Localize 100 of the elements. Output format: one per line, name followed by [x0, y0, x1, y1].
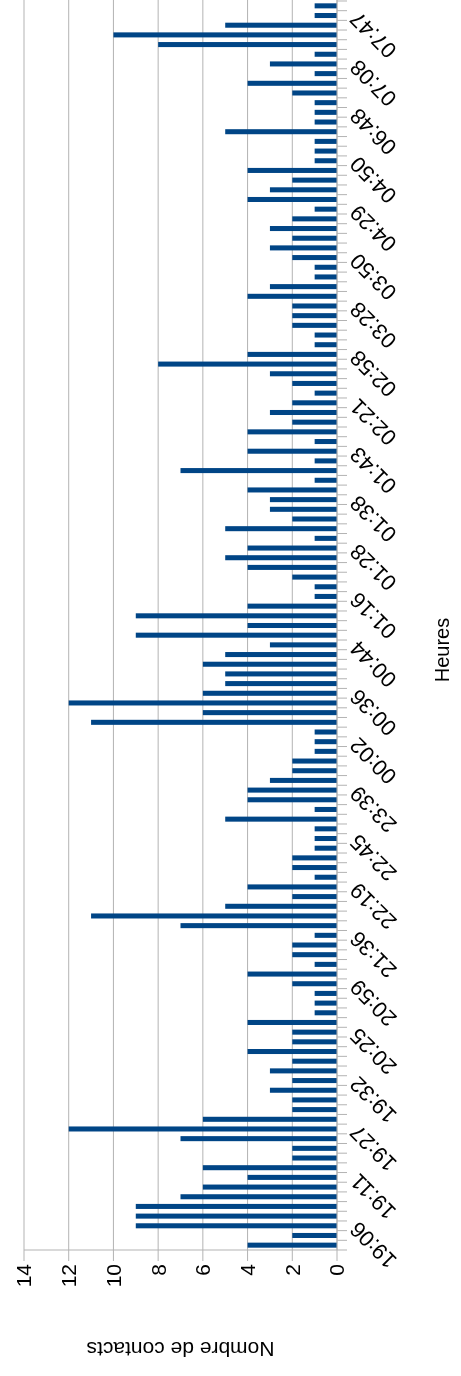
bar	[292, 303, 337, 309]
bar	[269, 642, 337, 648]
bar	[247, 884, 337, 890]
bar	[314, 845, 337, 851]
bar	[314, 274, 337, 280]
bar	[292, 235, 337, 241]
bar	[292, 865, 337, 871]
x-tick-label: 10	[101, 1264, 125, 1288]
bar	[314, 138, 337, 144]
bar	[314, 332, 337, 338]
bar	[314, 439, 337, 445]
bar	[247, 545, 337, 551]
bar	[269, 1087, 337, 1093]
bar	[225, 652, 337, 658]
bar	[225, 671, 337, 677]
bar	[292, 313, 337, 319]
bar	[292, 1078, 337, 1084]
x-tick-label: 12	[57, 1264, 81, 1288]
bar	[292, 1097, 337, 1103]
x-tick-label: 14	[12, 1263, 36, 1288]
bar	[247, 1174, 337, 1180]
bar	[314, 477, 337, 483]
bar	[247, 448, 337, 454]
bar	[247, 1049, 337, 1055]
bar	[269, 284, 337, 290]
bar	[135, 1203, 337, 1209]
bar	[158, 42, 337, 48]
bar	[314, 593, 337, 599]
bar	[269, 1068, 337, 1074]
bar	[202, 661, 337, 667]
bar	[292, 758, 337, 764]
y-axis-title: Heures	[431, 617, 453, 683]
bar	[247, 564, 337, 570]
bar	[247, 797, 337, 803]
bar	[269, 506, 337, 512]
bar	[113, 32, 337, 38]
bar	[135, 1213, 337, 1219]
bar	[314, 806, 337, 812]
x-tick-label: 0	[325, 1264, 349, 1276]
bar	[269, 226, 337, 232]
bar	[292, 1058, 337, 1064]
x-tick-label: 6	[191, 1264, 215, 1276]
bar	[269, 61, 337, 67]
bar	[314, 1000, 337, 1006]
bar	[247, 167, 337, 173]
bar	[247, 487, 337, 493]
bar	[247, 1242, 337, 1248]
bar	[225, 22, 337, 28]
bar	[314, 119, 337, 125]
bar	[225, 526, 337, 532]
bar	[247, 293, 337, 299]
bar	[314, 729, 337, 735]
bar	[314, 826, 337, 832]
bar	[247, 196, 337, 202]
bar	[314, 13, 337, 19]
bar	[292, 419, 337, 425]
bar	[314, 990, 337, 996]
bar	[68, 700, 337, 706]
bar	[292, 255, 337, 261]
bar	[269, 371, 337, 377]
bar	[314, 3, 337, 9]
bar	[202, 1184, 337, 1190]
bar	[292, 1232, 337, 1238]
bar	[91, 913, 337, 919]
bar	[292, 1155, 337, 1161]
x-axis-title: Nombre de contacts	[86, 1338, 275, 1361]
bar	[292, 768, 337, 774]
bar	[225, 681, 337, 687]
bar	[269, 409, 337, 416]
bar	[202, 710, 337, 716]
bar	[314, 148, 337, 154]
bar	[202, 690, 337, 696]
bar	[314, 51, 337, 57]
bar	[269, 777, 337, 783]
x-tick-label: 8	[146, 1264, 170, 1276]
bar	[135, 613, 337, 619]
bar	[292, 942, 337, 948]
bar	[292, 1039, 337, 1045]
bar	[180, 1194, 337, 1200]
bar	[247, 1019, 337, 1025]
bar	[314, 932, 337, 938]
bar	[292, 516, 337, 522]
bar	[314, 71, 337, 77]
bar	[314, 158, 337, 164]
bar	[68, 1126, 337, 1132]
bar	[180, 923, 337, 929]
bar	[292, 952, 337, 958]
bar	[314, 100, 337, 106]
bar	[292, 1029, 337, 1035]
bar	[180, 468, 337, 474]
bar	[314, 458, 337, 464]
bar	[269, 245, 337, 251]
bar	[225, 903, 337, 909]
bar	[202, 1165, 337, 1171]
bar	[292, 177, 337, 183]
bar	[292, 380, 337, 386]
bar	[269, 497, 337, 503]
x-tick-label: 4	[235, 1263, 259, 1276]
bar	[314, 535, 337, 541]
bar	[292, 855, 337, 861]
